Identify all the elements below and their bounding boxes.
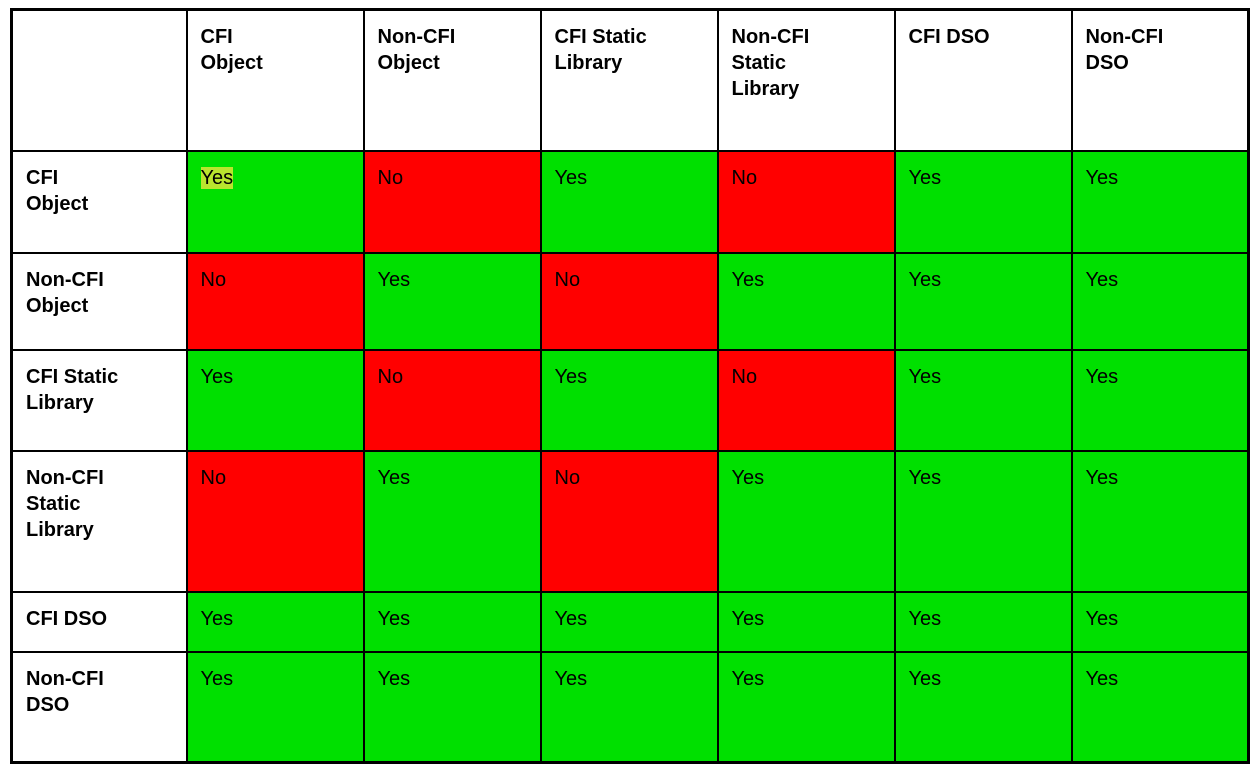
matrix-cell: Yes — [539, 149, 719, 254]
column-header-cfi-static-library: CFI Static Library — [539, 8, 719, 152]
cell-text: Yes — [731, 466, 765, 489]
cell-text: Yes — [1085, 268, 1119, 291]
cell-text: Yes — [731, 268, 765, 291]
row-header-non-cfi-static-library: Non-CFI Static Library — [10, 449, 188, 593]
cell-text: No — [554, 268, 581, 291]
row-header-cfi-dso: CFI DSO — [10, 590, 188, 653]
matrix-cell: Yes — [1070, 590, 1250, 653]
cell-text: Yes — [377, 268, 411, 291]
cell-text: Yes — [554, 667, 588, 690]
cell-text: Yes — [377, 667, 411, 690]
cell-text: Yes — [554, 166, 588, 189]
matrix-cell: No — [362, 348, 542, 452]
cell-text: No — [377, 166, 404, 189]
matrix-cell: Yes — [893, 149, 1073, 254]
cell-text: Yes — [908, 166, 942, 189]
cell-text: Yes — [908, 268, 942, 291]
matrix-cell: Yes — [1070, 348, 1250, 452]
matrix-cell: Yes — [185, 149, 365, 254]
matrix-cell: Yes — [362, 650, 542, 764]
matrix-cell: Yes — [185, 590, 365, 653]
matrix-cell: Yes — [1070, 251, 1250, 351]
row-header-cfi-static-library: CFI Static Library — [10, 348, 188, 452]
matrix-cell: No — [539, 449, 719, 593]
cell-text: Yes — [1085, 607, 1119, 630]
matrix-cell: Yes — [362, 251, 542, 351]
column-header-non-cfi-static-library: Non-CFI Static Library — [716, 8, 896, 152]
row-header-non-cfi-object: Non-CFI Object — [10, 251, 188, 351]
matrix-cell: Yes — [539, 590, 719, 653]
table-row: Non-CFI DSO Yes Yes Yes Yes Yes Yes — [10, 650, 1250, 764]
table-row: CFI Static Library Yes No Yes No Yes Yes — [10, 348, 1250, 452]
row-header-cfi-object: CFI Object — [10, 149, 188, 254]
cell-text: Yes — [200, 667, 234, 690]
cell-text: Yes — [1085, 166, 1119, 189]
cell-text: Yes — [1085, 466, 1119, 489]
cell-text: Yes — [908, 607, 942, 630]
matrix-cell: Yes — [893, 650, 1073, 764]
column-header-cfi-dso: CFI DSO — [893, 8, 1073, 152]
matrix-cell: No — [185, 251, 365, 351]
column-header-non-cfi-dso: Non-CFI DSO — [1070, 8, 1250, 152]
matrix-cell: No — [716, 149, 896, 254]
cell-text: Yes — [377, 466, 411, 489]
table-row: Non-CFI Static Library No Yes No Yes Yes… — [10, 449, 1250, 593]
column-header-cfi-object: CFI Object — [185, 8, 365, 152]
cell-text: No — [554, 466, 581, 489]
matrix-cell: Yes — [716, 449, 896, 593]
corner-cell — [10, 8, 188, 152]
matrix-cell: Yes — [539, 650, 719, 764]
matrix-cell: Yes — [893, 449, 1073, 593]
cell-text: Yes — [1085, 365, 1119, 388]
matrix-cell: Yes — [185, 650, 365, 764]
matrix-cell: Yes — [362, 449, 542, 593]
matrix-cell: Yes — [185, 348, 365, 452]
cell-text: Yes — [1085, 667, 1119, 690]
cell-text: Yes — [554, 365, 588, 388]
cell-text: Yes — [908, 667, 942, 690]
cell-text: Yes — [554, 607, 588, 630]
cell-text: No — [377, 365, 404, 388]
matrix-cell: Yes — [539, 348, 719, 452]
cell-text: No — [731, 166, 758, 189]
matrix-cell: Yes — [1070, 449, 1250, 593]
cell-text: Yes — [200, 365, 234, 388]
cell-text: Yes — [731, 667, 765, 690]
matrix-cell: Yes — [362, 590, 542, 653]
matrix-cell: Yes — [1070, 149, 1250, 254]
header-row: CFI Object Non-CFI Object CFI Static Lib… — [10, 8, 1250, 152]
cell-text: No — [200, 268, 227, 291]
matrix-cell: Yes — [716, 650, 896, 764]
compatibility-matrix: CFI Object Non-CFI Object CFI Static Lib… — [10, 8, 1250, 764]
matrix-cell: No — [716, 348, 896, 452]
cell-text: Yes — [908, 365, 942, 388]
cell-text: No — [731, 365, 758, 388]
matrix-cell: No — [539, 251, 719, 351]
table-row: CFI DSO Yes Yes Yes Yes Yes Yes — [10, 590, 1250, 653]
table-row: Non-CFI Object No Yes No Yes Yes Yes — [10, 251, 1250, 351]
matrix-cell: Yes — [893, 348, 1073, 452]
table-row: CFI Object Yes No Yes No Yes Yes — [10, 149, 1250, 254]
row-header-non-cfi-dso: Non-CFI DSO — [10, 650, 188, 764]
matrix-cell: No — [185, 449, 365, 593]
matrix-cell: Yes — [893, 590, 1073, 653]
cell-text: No — [200, 466, 227, 489]
cell-text: Yes — [908, 466, 942, 489]
cell-text: Yes — [377, 607, 411, 630]
cell-text: Yes — [200, 166, 234, 189]
matrix-cell: Yes — [1070, 650, 1250, 764]
matrix-cell: Yes — [716, 590, 896, 653]
matrix-cell: Yes — [893, 251, 1073, 351]
cell-text: Yes — [731, 607, 765, 630]
matrix-cell: Yes — [716, 251, 896, 351]
column-header-non-cfi-object: Non-CFI Object — [362, 8, 542, 152]
cell-text: Yes — [200, 607, 234, 630]
matrix-cell: No — [362, 149, 542, 254]
